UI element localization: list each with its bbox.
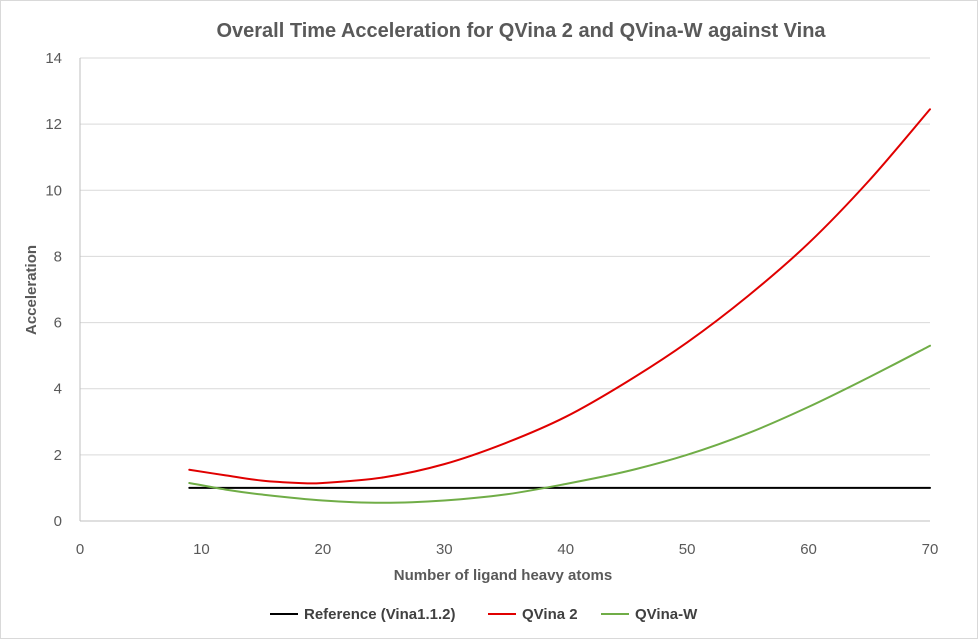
series-lines bbox=[188, 108, 931, 504]
series-line-1 bbox=[188, 108, 931, 485]
x-tick-label: 50 bbox=[679, 541, 696, 558]
x-tick-labels: 0 10 20 30 40 50 60 70 bbox=[76, 541, 939, 558]
y-tick-labels: 0 2 4 6 8 10 12 14 bbox=[45, 50, 62, 530]
x-tick-label: 60 bbox=[800, 541, 817, 558]
y-tick-label: 0 bbox=[54, 513, 62, 530]
x-axis-title: Number of ligand heavy atoms bbox=[394, 567, 612, 584]
series-line-2 bbox=[188, 344, 931, 504]
y-tick-label: 6 bbox=[54, 315, 62, 332]
x-tick-label: 20 bbox=[315, 541, 332, 558]
y-tick-label: 8 bbox=[54, 248, 62, 265]
legend-label: QVina 2 bbox=[522, 606, 578, 623]
y-tick-label: 4 bbox=[54, 381, 62, 398]
x-tick-label: 40 bbox=[557, 541, 574, 558]
legend-label: Reference (Vina1.1.2) bbox=[304, 606, 455, 623]
y-tick-label: 10 bbox=[45, 182, 62, 199]
axes bbox=[79, 58, 930, 522]
x-tick-label: 70 bbox=[922, 541, 939, 558]
x-tick-label: 10 bbox=[193, 541, 210, 558]
y-tick-label: 14 bbox=[45, 50, 62, 67]
legend-label: QVina-W bbox=[635, 606, 698, 623]
legend: Reference (Vina1.1.2) QVina 2 QVina-W bbox=[270, 606, 698, 623]
x-tick-label: 0 bbox=[76, 541, 84, 558]
chart-title: Overall Time Acceleration for QVina 2 an… bbox=[216, 20, 826, 42]
y-tick-label: 2 bbox=[54, 447, 62, 464]
x-tick-label: 30 bbox=[436, 541, 453, 558]
y-tick-label: 12 bbox=[45, 116, 62, 133]
gridlines bbox=[80, 57, 930, 456]
y-axis-title: Acceleration bbox=[23, 245, 40, 335]
